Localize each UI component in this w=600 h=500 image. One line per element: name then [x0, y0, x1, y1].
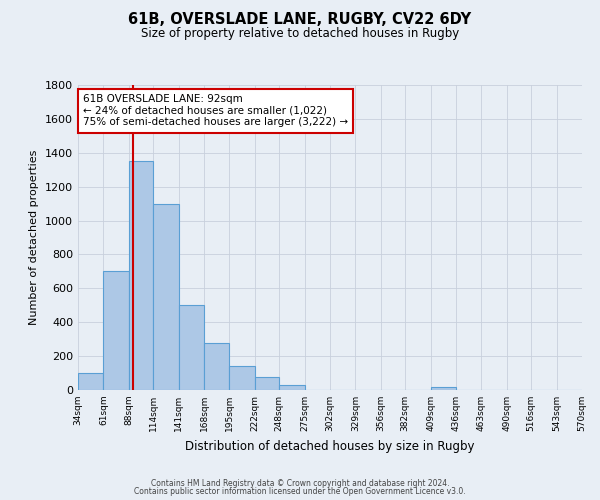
Text: Contains HM Land Registry data © Crown copyright and database right 2024.: Contains HM Land Registry data © Crown c… — [151, 478, 449, 488]
Text: 61B OVERSLADE LANE: 92sqm
← 24% of detached houses are smaller (1,022)
75% of se: 61B OVERSLADE LANE: 92sqm ← 24% of detac… — [83, 94, 348, 128]
X-axis label: Distribution of detached houses by size in Rugby: Distribution of detached houses by size … — [185, 440, 475, 452]
Bar — [129, 161, 153, 390]
Bar — [255, 378, 279, 390]
Text: Size of property relative to detached houses in Rugby: Size of property relative to detached ho… — [141, 28, 459, 40]
Text: 61B, OVERSLADE LANE, RUGBY, CV22 6DY: 61B, OVERSLADE LANE, RUGBY, CV22 6DY — [128, 12, 472, 28]
Bar — [153, 204, 179, 390]
Bar — [103, 272, 129, 390]
Bar — [179, 306, 204, 390]
Bar — [78, 373, 103, 390]
Y-axis label: Number of detached properties: Number of detached properties — [29, 150, 40, 325]
Bar — [229, 366, 255, 390]
Bar — [279, 385, 305, 390]
Bar — [431, 388, 456, 390]
Text: Contains public sector information licensed under the Open Government Licence v3: Contains public sector information licen… — [134, 487, 466, 496]
Bar — [204, 344, 229, 390]
